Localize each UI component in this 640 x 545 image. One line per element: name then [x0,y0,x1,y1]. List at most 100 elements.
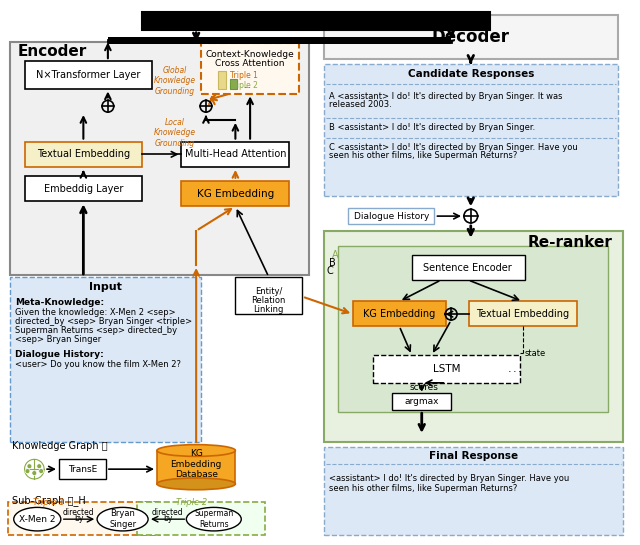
Text: directed_by <sep> Bryan Singer <triple>: directed_by <sep> Bryan Singer <triple> [15,317,192,326]
Text: Textual Embedding: Textual Embedding [37,149,130,159]
Text: Input: Input [89,282,122,292]
Text: Cross Attention: Cross Attention [215,59,285,68]
Ellipse shape [13,507,61,531]
Bar [339,246,608,412]
Text: Bryan
Singer: Bryan Singer [109,510,136,529]
Text: Global
Knowledge
Grounding: Global Knowledge Grounding [154,66,196,96]
Text: Dialogue History:: Dialogue History: [15,350,104,360]
Bar [218,71,225,89]
Text: state: state [525,349,546,358]
Circle shape [36,464,42,469]
Bar [230,79,237,89]
Ellipse shape [97,507,148,531]
Bar [138,501,265,535]
Text: LSTM: LSTM [433,364,460,374]
Text: Superman Returns <sep> directed_by: Superman Returns <sep> directed_by [15,326,177,335]
Text: Linking: Linking [253,305,284,314]
Text: C <assistant> I do! It's directed by Bryan Singer. Have you: C <assistant> I do! It's directed by Bry… [328,143,577,152]
Text: Triple 1: Triple 1 [33,498,65,507]
Bar [142,12,490,30]
Text: scores: scores [410,383,439,392]
Text: C: C [326,266,333,276]
Text: ...: ... [243,81,251,90]
Text: Triple 2: Triple 2 [175,498,207,507]
Text: TransE: TransE [68,465,97,474]
Text: B: B [328,258,335,268]
Text: KG
Embedding
Database: KG Embedding Database [170,449,222,479]
Text: seen his other films, like Superman Returns?: seen his other films, like Superman Retu… [328,152,517,160]
Text: N×Transformer Layer: N×Transformer Layer [36,70,140,80]
Text: Encoder: Encoder [18,44,87,59]
Bar [324,15,618,59]
Text: KG Embedding: KG Embedding [363,309,435,319]
Bar [372,355,520,383]
Text: <user> Do you know the film X-Men 2?: <user> Do you know the film X-Men 2? [15,360,180,370]
Text: <assistant> I do! It's directed by Bryan Singer. Have you: <assistant> I do! It's directed by Bryan… [328,474,569,483]
Text: directed: directed [63,508,94,517]
Bar [108,37,451,45]
Bar [324,64,618,197]
Text: Context-Knowledge: Context-Knowledge [205,50,294,59]
Ellipse shape [157,478,236,490]
Circle shape [32,471,36,476]
Text: seen his other films, like Superman Returns?: seen his other films, like Superman Retu… [328,484,517,493]
Text: <sep> Bryan Singer: <sep> Bryan Singer [15,335,101,344]
Text: by: by [74,514,83,523]
Bar [24,142,142,167]
Bar [236,277,302,314]
Bar [59,459,106,479]
Bar [182,181,289,207]
Text: Meta-Knowledge:: Meta-Knowledge: [15,299,104,307]
Text: by: by [163,514,172,523]
Bar [412,256,525,280]
Text: Triple 1: Triple 1 [230,71,257,80]
Bar [10,277,201,441]
Bar [324,446,623,535]
Bar [392,392,451,410]
Bar [10,41,309,275]
Text: Given the knowledge: X-Men 2 <sep>: Given the knowledge: X-Men 2 <sep> [15,308,175,317]
Text: Dialogue History: Dialogue History [354,211,429,221]
Text: Superman
Returns: Superman Returns [194,510,234,529]
Text: Textual Embedding: Textual Embedding [476,309,570,319]
Text: Embeddig Layer: Embeddig Layer [44,184,123,193]
Text: A <assistant> I do! It's directed by Bryan Singer. It was: A <assistant> I do! It's directed by Bry… [328,92,562,100]
Bar [8,501,160,535]
Bar [182,142,289,167]
Text: Decoder: Decoder [432,28,510,46]
Text: .: . [508,364,512,374]
Text: .: . [518,364,522,374]
Bar [157,451,236,484]
Text: Candidate Responses: Candidate Responses [408,69,534,79]
Circle shape [27,464,32,469]
Text: A: A [332,250,338,261]
Text: Sentence Encoder: Sentence Encoder [424,263,512,273]
Bar [201,43,299,94]
Text: Multi-Head Attention: Multi-Head Attention [184,149,286,159]
Text: Local
Knowledge
Grounding: Local Knowledge Grounding [154,118,196,148]
Bar [469,301,577,326]
Bar [24,176,142,202]
Text: .: . [513,364,516,374]
Text: released 2003.: released 2003. [328,100,391,110]
Bar [324,231,623,441]
Ellipse shape [157,445,236,456]
Text: Knowledge Graph 𝒢: Knowledge Graph 𝒢 [12,440,108,451]
Text: Sub-Graph 𝒢_H: Sub-Graph 𝒢_H [12,495,86,506]
Text: directed: directed [152,508,184,517]
Text: X-Men 2: X-Men 2 [19,514,56,524]
Text: Final Response: Final Response [429,451,518,462]
Circle shape [25,469,30,474]
Bar [348,208,435,224]
Text: Relation: Relation [252,296,286,305]
Text: Triple 2: Triple 2 [230,81,257,90]
Text: KG Embedding: KG Embedding [196,189,274,198]
Bar [24,61,152,89]
Text: Entity/: Entity/ [255,287,282,296]
Text: argmax: argmax [404,397,439,406]
Text: Re-ranker: Re-ranker [528,235,613,250]
Text: B <assistant> I do! It's directed by Bryan Singer.: B <assistant> I do! It's directed by Bry… [328,123,535,132]
Ellipse shape [186,507,241,531]
Bar [353,301,446,326]
Circle shape [39,469,44,474]
